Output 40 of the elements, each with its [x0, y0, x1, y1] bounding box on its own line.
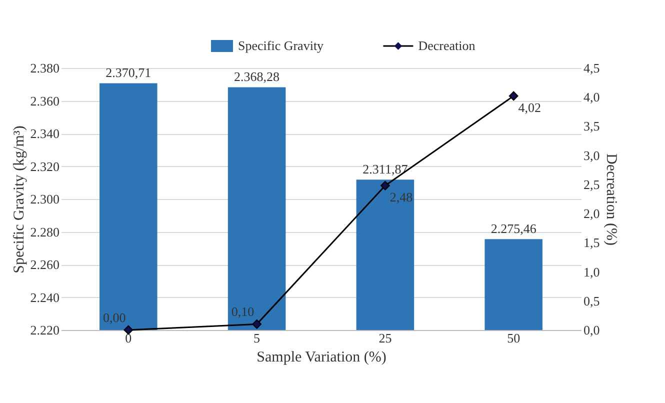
y2-tick-label: 3,5	[584, 118, 600, 134]
y-tick-label: 2.320	[30, 158, 60, 174]
legend-label: Specific Gravity	[238, 38, 324, 53]
y2-tick-label: 1,5	[584, 235, 600, 250]
x-tick-label: 0	[125, 330, 132, 346]
y-axis-title: Specific Gravity (kg/m³)	[11, 126, 28, 274]
x-tick-label: 25	[378, 330, 392, 346]
y-tick-label: 2.300	[30, 192, 60, 206]
data-label: 2,48	[390, 190, 413, 205]
legend-label: Decreation	[418, 38, 476, 53]
point	[252, 319, 262, 329]
y-tick-label: 2.280	[30, 224, 60, 240]
point	[380, 180, 390, 190]
y-tick-label: 2.220	[30, 322, 60, 338]
data-label: 2.275,46	[490, 221, 537, 236]
y-tick-label: 2.360	[30, 93, 60, 108]
y2-tick-label: 2,0	[584, 206, 600, 222]
y-tick-label: 2.240	[30, 290, 60, 305]
data-label: 2.368,28	[234, 69, 280, 84]
y2-tick-label: 4,5	[584, 60, 600, 76]
y2-tick-label: 4,0	[584, 90, 600, 105]
y2-tick-label: 1,0	[584, 264, 600, 280]
y2-axis-title: Decreation (%)	[602, 153, 619, 246]
y2-tick-label: 0,5	[584, 293, 600, 308]
y-tick-label: 2.340	[30, 126, 60, 141]
y2-tick-label: 3,0	[584, 148, 600, 163]
x-tick-label: 5	[254, 330, 260, 346]
data-label: 0,00	[103, 310, 126, 325]
data-label: 4,02	[518, 100, 541, 115]
y2-tick-label: 2,5	[584, 176, 600, 192]
x-axis-title: Sample Variation (%)	[256, 350, 386, 366]
y-tick-label: 2.260	[30, 257, 60, 272]
y2-tick-label: 0,0	[584, 322, 600, 338]
point	[124, 325, 134, 335]
data-label: 2.311,87	[362, 162, 408, 177]
y-tick-label: 2.380	[30, 60, 60, 76]
x-tick-label: 50	[507, 330, 520, 346]
data-label: 0,10	[231, 304, 254, 320]
point	[508, 91, 518, 101]
data-label: 2.370,71	[106, 65, 152, 80]
